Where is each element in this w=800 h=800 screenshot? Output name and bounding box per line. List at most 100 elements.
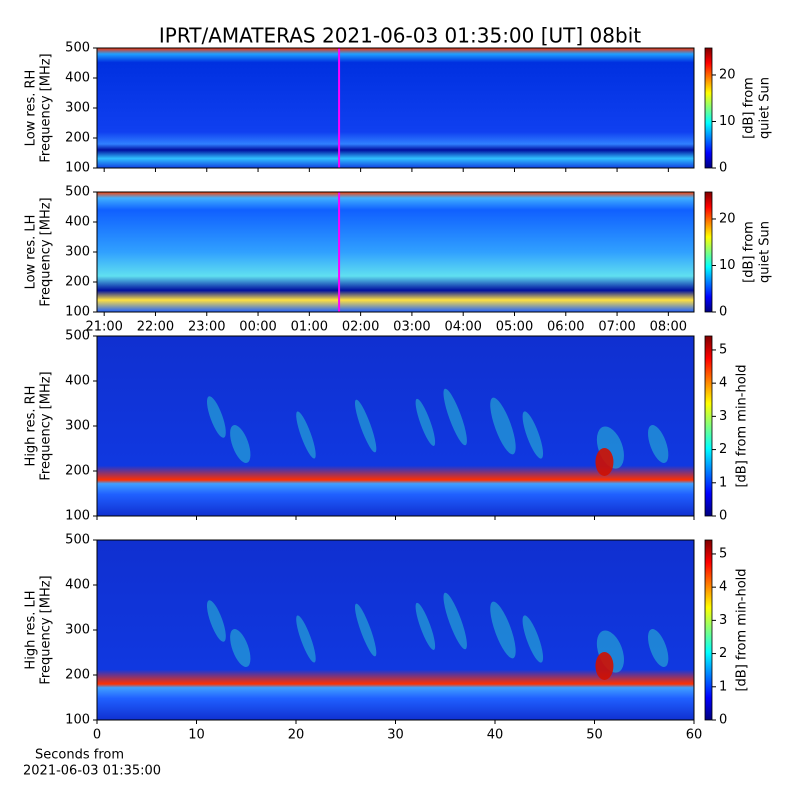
y-axis-label: Frequency [MHz]: [39, 371, 54, 480]
colorbar-tick-label: 0: [719, 713, 727, 728]
y-tick-label: 500: [65, 41, 90, 56]
spectrogram-feature: [296, 615, 316, 663]
spectrogram-feature: [296, 411, 316, 459]
spectrogram-feature: [354, 399, 377, 453]
x-tick-label: 00:00: [239, 320, 276, 335]
x-tick-label: 03:00: [393, 320, 430, 335]
x-tick-label: 05:00: [496, 320, 533, 335]
x-tick-label: 07:00: [598, 320, 635, 335]
colorbar-label: [dB] from: [742, 77, 757, 139]
x-tick-label: 60: [686, 728, 703, 743]
spectrogram-feature: [595, 652, 614, 680]
y-axis-label: Low res. LH: [24, 215, 39, 290]
spectrogram-feature: [415, 398, 436, 446]
spectrogram-feature: [595, 448, 614, 476]
spectrogram-feature: [490, 601, 516, 659]
y-tick-label: 200: [65, 464, 90, 479]
colorbar: [704, 191, 713, 313]
y-axis-label: Frequency [MHz]: [39, 575, 54, 684]
colorbar: [704, 47, 713, 169]
y-tick-label: 300: [65, 101, 90, 116]
x-tick-label: 23:00: [188, 320, 225, 335]
spectrogram-feature: [415, 602, 436, 650]
y-tick-label: 100: [65, 509, 90, 524]
spectrogram-feature: [443, 388, 467, 446]
y-tick-label: 100: [65, 161, 90, 176]
x-axis-label: 2021-06-03 01:35:00: [23, 764, 161, 779]
y-tick-label: 200: [65, 275, 90, 290]
spectrogram: [97, 48, 694, 168]
x-tick-label: 50: [586, 728, 603, 743]
spectrogram-feature: [522, 411, 544, 459]
colorbar-tick-label: 10: [719, 258, 736, 273]
y-tick-label: 400: [65, 374, 90, 389]
x-tick-label: 02:00: [342, 320, 379, 335]
colorbar-tick-label: 10: [719, 114, 736, 129]
colorbar: [704, 539, 713, 721]
figure-title: IPRT/AMATERAS 2021-06-03 01:35:00 [UT] 0…: [159, 24, 641, 48]
spectrogram: [97, 192, 694, 312]
y-tick-label: 500: [65, 185, 90, 200]
colorbar-tick-label: 0: [719, 509, 727, 524]
y-tick-label: 300: [65, 245, 90, 260]
colorbar-tick-label: 2: [719, 646, 727, 661]
colorbar-label: [dB] from min-hold: [735, 364, 750, 487]
spectrogram-feature: [443, 592, 467, 650]
x-tick-label: 21:00: [85, 320, 122, 335]
x-tick-label: 20: [288, 728, 305, 743]
colorbar-tick-label: 4: [719, 580, 727, 595]
colorbar-tick-label: 3: [719, 409, 727, 424]
y-tick-label: 400: [65, 215, 90, 230]
y-tick-label: 400: [65, 71, 90, 86]
y-tick-label: 300: [65, 623, 90, 638]
x-tick-label: 30: [387, 728, 404, 743]
colorbar-label: [dB] from min-hold: [735, 568, 750, 691]
x-tick-label: 0: [93, 728, 101, 743]
colorbar-tick-label: 3: [719, 613, 727, 628]
spectrogram-feature: [230, 425, 251, 463]
x-tick-label: 40: [487, 728, 504, 743]
colorbar-tick-label: 4: [719, 376, 727, 391]
y-tick-label: 100: [65, 305, 90, 320]
colorbar-tick-label: 0: [719, 305, 727, 320]
spectrogram-feature: [354, 603, 377, 657]
y-axis-label: High res. RH: [24, 386, 39, 467]
spectrogram-feature: [490, 397, 516, 455]
colorbar-tick-label: 0: [719, 161, 727, 176]
spectrogram: [97, 540, 694, 720]
spectrogram-feature: [522, 615, 544, 663]
y-axis-label: High res. LH: [24, 590, 39, 669]
x-tick-label: 04:00: [444, 320, 481, 335]
x-tick-label: 22:00: [137, 320, 174, 335]
spectrogram-feature: [206, 600, 226, 642]
spectrogram-feature: [206, 396, 226, 438]
y-axis-label: Frequency [MHz]: [39, 53, 54, 162]
spectrogram: [97, 336, 694, 516]
x-tick-label: 10: [188, 728, 205, 743]
x-axis-label: Seconds from: [35, 748, 124, 763]
x-tick-label: 06:00: [547, 320, 584, 335]
y-axis-label: Low res. RH: [24, 70, 39, 147]
x-tick-label: 08:00: [650, 320, 687, 335]
colorbar-tick-label: 2: [719, 442, 727, 457]
x-tick-label: 01:00: [291, 320, 328, 335]
y-axis-label: Frequency [MHz]: [39, 197, 54, 306]
colorbar-tick-label: 20: [719, 67, 736, 82]
y-tick-label: 300: [65, 419, 90, 434]
colorbar-tick-label: 5: [719, 342, 727, 357]
colorbar-tick-label: 1: [719, 679, 727, 694]
y-tick-label: 200: [65, 668, 90, 683]
y-tick-label: 400: [65, 578, 90, 593]
spectrogram-feature: [230, 629, 251, 667]
colorbar: [704, 335, 713, 517]
spectrogram-feature: [648, 425, 669, 463]
spectrogram-feature: [648, 629, 669, 667]
colorbar-label: quiet Sun: [758, 77, 773, 139]
y-tick-label: 100: [65, 713, 90, 728]
colorbar-tick-label: 1: [719, 475, 727, 490]
colorbar-label: [dB] from: [742, 221, 757, 283]
colorbar-tick-label: 5: [719, 546, 727, 561]
y-tick-label: 500: [65, 329, 90, 344]
colorbar-tick-label: 20: [719, 211, 736, 226]
